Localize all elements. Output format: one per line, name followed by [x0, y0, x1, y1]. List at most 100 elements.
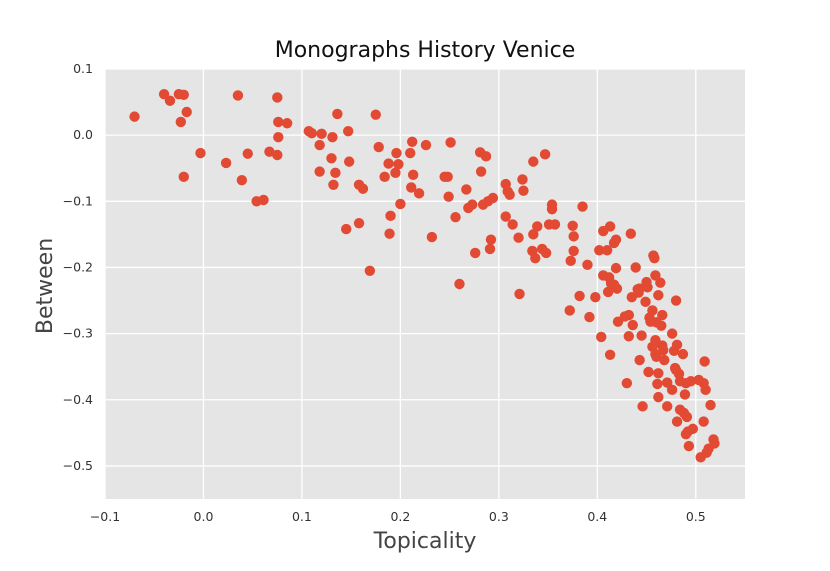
data-point — [326, 153, 337, 164]
data-point — [652, 378, 663, 390]
data-point — [574, 290, 585, 302]
data-point — [514, 288, 525, 300]
y-tick-label: −0.1 — [63, 193, 93, 208]
data-point — [679, 389, 691, 400]
data-point — [181, 106, 192, 118]
data-point — [504, 189, 515, 200]
data-point — [656, 320, 667, 331]
data-point — [500, 211, 511, 222]
chart-title: Monographs History Venice — [275, 38, 576, 63]
data-point — [407, 169, 419, 181]
x-tick-labels: −0.1 0.0 0.1 0.2 0.3 0.4 0.5 — [90, 509, 706, 524]
y-tick-label: 0.0 — [73, 127, 93, 142]
data-point — [709, 438, 720, 449]
data-point — [328, 179, 339, 190]
data-point — [485, 234, 497, 245]
data-point — [445, 137, 456, 148]
data-point — [568, 245, 579, 257]
data-point — [528, 156, 539, 167]
data-point — [546, 204, 558, 215]
data-point — [467, 199, 478, 210]
data-point — [634, 354, 645, 366]
data-point — [621, 378, 633, 389]
data-point — [653, 290, 664, 301]
data-point — [653, 391, 664, 403]
data-point — [353, 217, 365, 229]
data-point — [164, 95, 176, 106]
data-point — [487, 192, 499, 204]
data-point — [611, 283, 623, 294]
data-point — [627, 319, 638, 331]
data-point — [332, 108, 343, 120]
data-point — [528, 229, 539, 240]
data-point — [594, 245, 605, 256]
data-point — [518, 185, 529, 196]
y-tick-label: −0.2 — [63, 259, 93, 274]
data-point — [220, 157, 232, 169]
data-point — [568, 231, 579, 242]
data-point — [364, 265, 376, 276]
data-point — [129, 111, 140, 122]
data-point — [314, 139, 325, 151]
data-point — [475, 166, 487, 177]
data-point — [642, 282, 653, 293]
data-point — [273, 131, 284, 143]
data-point — [343, 125, 354, 137]
data-point — [395, 198, 406, 210]
data-point — [242, 148, 253, 159]
data-point — [530, 253, 541, 264]
data-point — [699, 356, 710, 367]
data-point — [158, 88, 170, 100]
data-point — [442, 171, 453, 183]
data-points — [129, 88, 720, 463]
data-point — [390, 167, 401, 179]
data-point — [671, 416, 683, 427]
data-point — [306, 127, 317, 139]
data-point — [178, 89, 189, 101]
data-point — [470, 247, 481, 259]
data-point — [649, 253, 660, 264]
data-point — [623, 331, 635, 342]
data-point — [677, 348, 689, 360]
data-point — [385, 210, 396, 222]
data-point — [532, 221, 543, 232]
y-axis-title: Between — [33, 238, 58, 334]
data-point — [443, 191, 454, 202]
data-point — [596, 331, 607, 343]
data-point — [405, 147, 416, 159]
data-point — [650, 270, 661, 281]
x-tick-label: 0.4 — [587, 509, 607, 524]
data-point — [700, 384, 711, 396]
data-point — [327, 131, 338, 143]
data-point — [643, 366, 654, 378]
data-point — [379, 171, 390, 183]
data-point — [393, 159, 404, 170]
data-point — [698, 416, 709, 427]
data-point — [653, 368, 664, 379]
data-point — [507, 219, 518, 230]
data-point — [357, 183, 369, 194]
data-point — [705, 399, 716, 411]
data-point — [314, 166, 325, 177]
data-point — [681, 411, 693, 423]
y-tick-label: 0.1 — [73, 61, 93, 76]
data-point — [272, 149, 283, 161]
data-point — [610, 262, 622, 274]
data-point — [666, 384, 678, 396]
data-point — [461, 184, 472, 195]
data-point — [540, 247, 552, 259]
data-point — [604, 349, 616, 360]
data-point — [513, 232, 524, 243]
data-point — [373, 141, 384, 153]
x-tick-label: 0.5 — [686, 509, 706, 524]
data-point — [577, 201, 588, 212]
data-point — [671, 339, 683, 351]
data-point — [630, 262, 641, 273]
data-point — [316, 128, 327, 140]
y-tick-label: −0.5 — [63, 458, 93, 473]
data-point — [272, 92, 283, 103]
data-point — [413, 188, 425, 199]
x-axis-title: Topicality — [373, 529, 477, 554]
data-point — [195, 147, 206, 159]
